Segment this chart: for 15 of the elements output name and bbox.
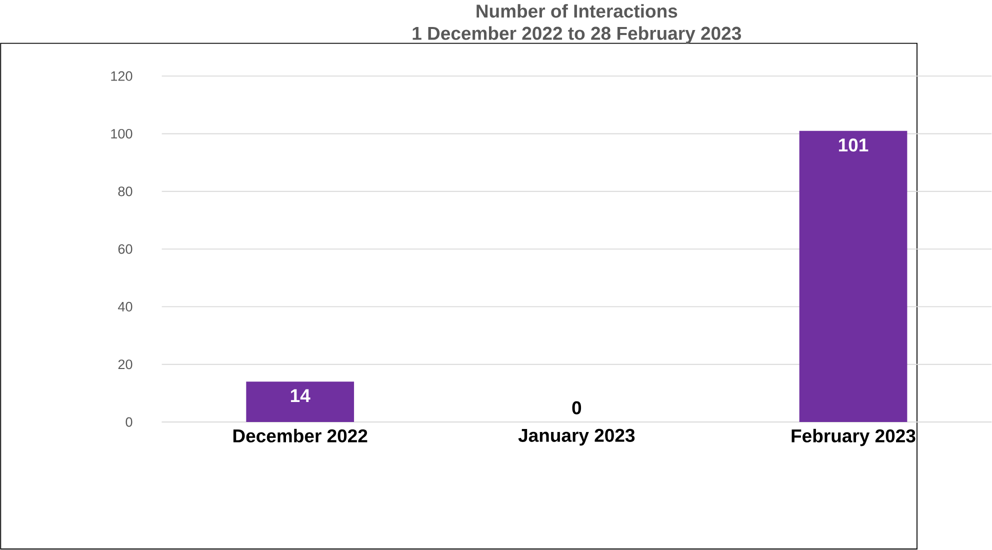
x-tick-label: February 2023 <box>792 429 916 446</box>
y-tick-label: 100 <box>111 129 132 139</box>
x-tick-label: December 2022 <box>233 429 368 443</box>
chart-title: Number of Interactions <box>476 4 678 18</box>
chart-subtitle: 1 December 2022 to 28 February 2023 <box>412 26 741 44</box>
y-tick-label: 20 <box>118 360 132 370</box>
y-tick-label: 40 <box>118 302 132 312</box>
data-label: 14 <box>290 390 310 402</box>
data-label: 0 <box>572 401 582 415</box>
y-tick-label: 120 <box>111 71 132 82</box>
y-tick-label: 60 <box>118 244 132 254</box>
y-tick-label: 80 <box>118 186 132 196</box>
y-tick-label: 0 <box>126 417 132 428</box>
data-label: 101 <box>838 138 868 152</box>
x-tick-label: January 2023 <box>518 429 635 446</box>
